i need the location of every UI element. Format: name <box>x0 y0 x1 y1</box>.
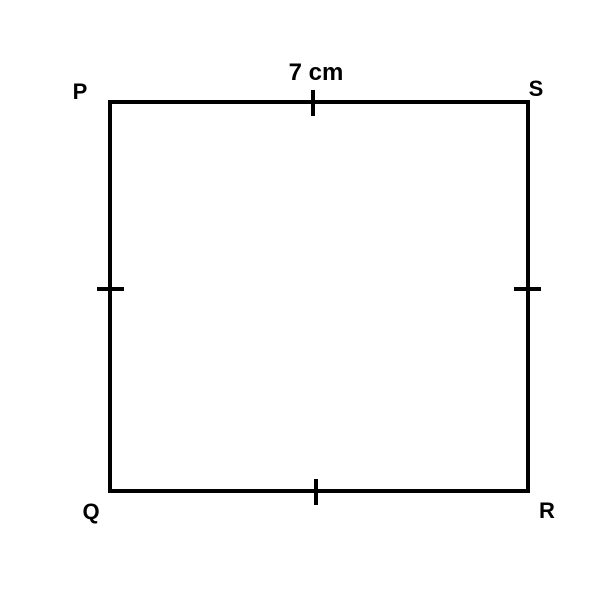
square-pqrs <box>108 100 530 493</box>
vertex-label-bottom-left: Q <box>82 499 99 524</box>
vertex-label-bottom-right: R <box>539 498 555 523</box>
vertex-label-top-right: S <box>529 76 544 101</box>
vertex-label-top-left: P <box>73 79 88 104</box>
side-length-label: 7 cm <box>289 59 344 86</box>
